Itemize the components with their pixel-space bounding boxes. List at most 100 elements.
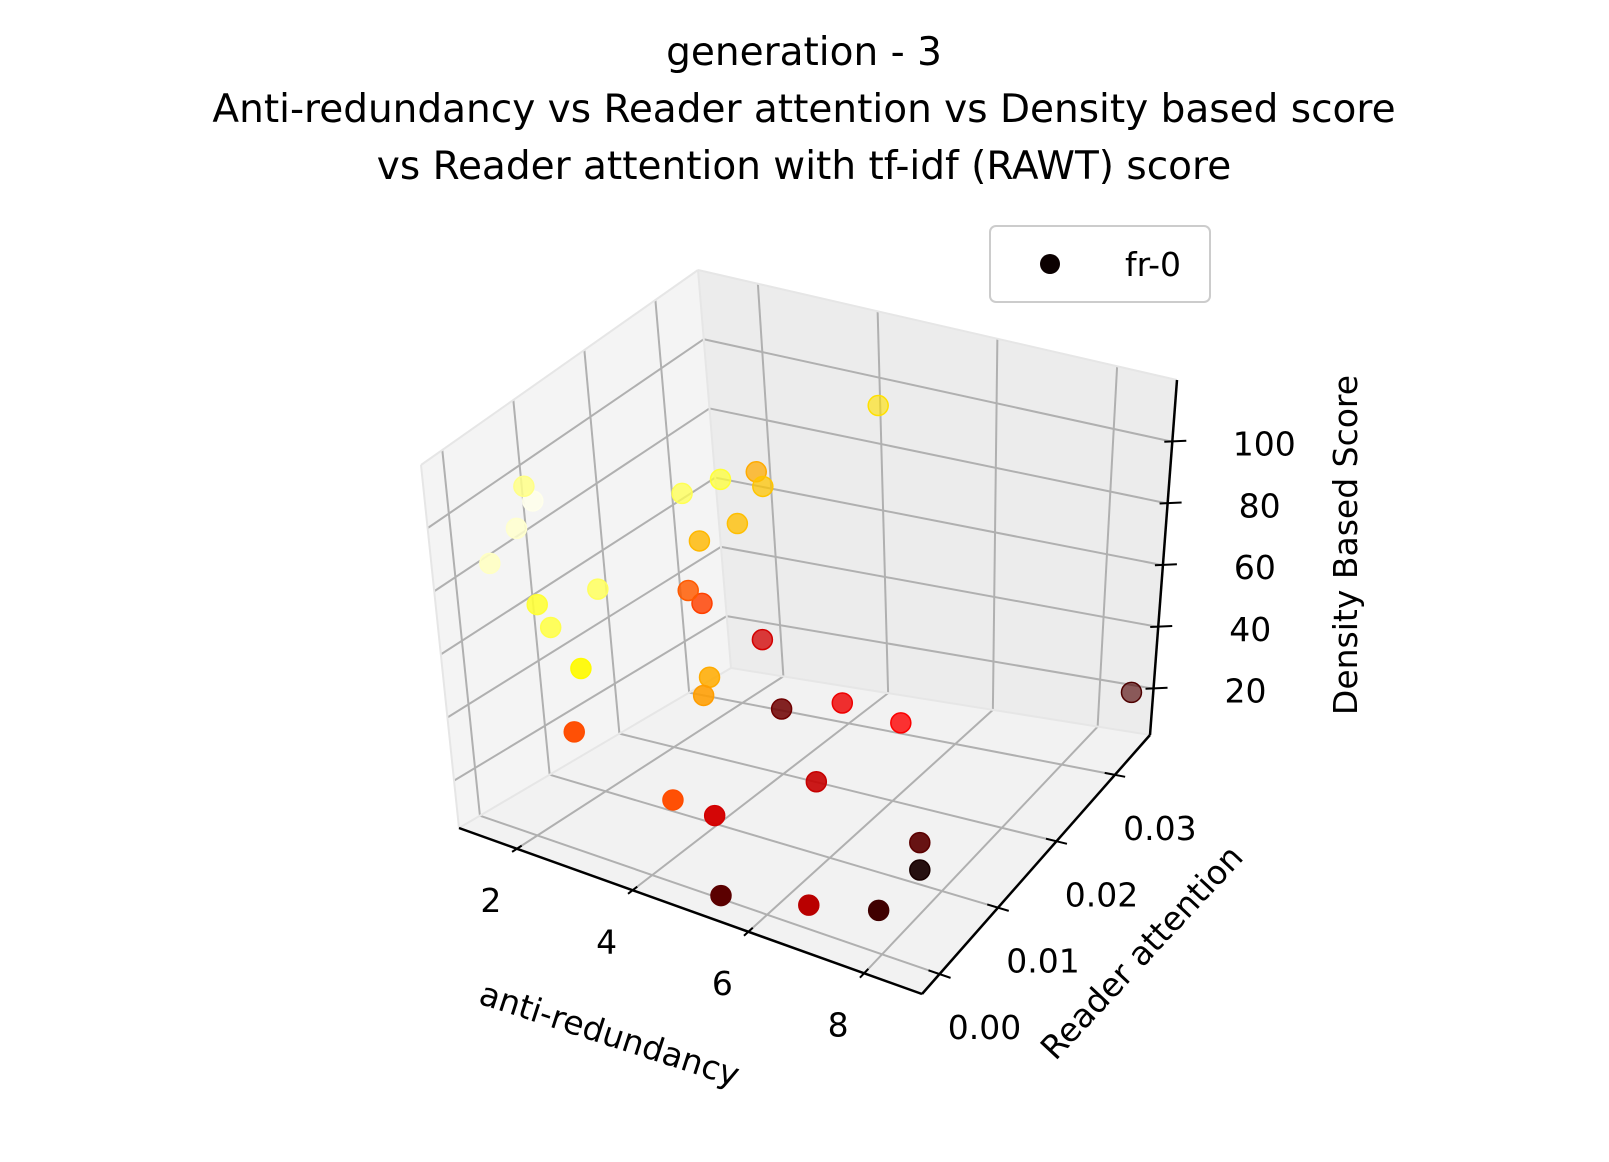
x-grid-back bbox=[991, 338, 999, 710]
y-grid-left bbox=[583, 349, 621, 734]
x-tick-label: 2 bbox=[480, 881, 501, 920]
z-grid-back bbox=[726, 615, 1154, 690]
z-grid-back bbox=[715, 476, 1164, 567]
scatter-point bbox=[867, 899, 890, 922]
pane-edge bbox=[420, 464, 460, 829]
y-axis-line bbox=[921, 734, 1151, 995]
y-tick-mark bbox=[1104, 771, 1126, 778]
x-tick-label: 6 bbox=[712, 964, 733, 1003]
pane-edge bbox=[458, 667, 732, 829]
scatter-point bbox=[539, 616, 562, 639]
z-tick-label: 20 bbox=[1225, 672, 1267, 711]
y-tick-label: 0.03 bbox=[1123, 809, 1196, 848]
scatter-point bbox=[867, 394, 889, 417]
axis-edges bbox=[420, 269, 1179, 996]
y-tick-mark bbox=[986, 903, 1010, 912]
scatter-point bbox=[703, 804, 726, 827]
z-tick-mark bbox=[1154, 563, 1177, 567]
y-tick-label: 0.01 bbox=[1006, 942, 1079, 981]
y-grid-floor bbox=[688, 691, 1116, 776]
y-grid-floor bbox=[479, 814, 940, 976]
z-grid-left bbox=[453, 615, 728, 782]
scatter-point bbox=[662, 789, 684, 811]
scatter-point bbox=[698, 666, 721, 689]
axes-panes bbox=[421, 270, 1177, 994]
legend: fr-0 bbox=[989, 225, 1211, 303]
x-axis-label: anti-redundancy bbox=[475, 974, 745, 1095]
scatter-point bbox=[688, 530, 711, 552]
scatter-point bbox=[890, 712, 912, 734]
scatter-point bbox=[1120, 681, 1143, 704]
scatter-point bbox=[805, 771, 828, 793]
z-tick-mark bbox=[1145, 686, 1168, 690]
pane-edge bbox=[697, 269, 1178, 381]
y-grid-left bbox=[512, 399, 551, 775]
z-tick-label: 60 bbox=[1234, 548, 1276, 587]
scatter-point bbox=[479, 552, 501, 575]
y-grid-floor bbox=[619, 732, 1057, 843]
x-grid-floor bbox=[632, 692, 889, 892]
scatter-point bbox=[671, 482, 693, 505]
z-grid-left bbox=[427, 338, 705, 529]
x-tick-label: 8 bbox=[828, 1005, 849, 1044]
scatter-point bbox=[526, 593, 548, 616]
chart-title-line-1: generation - 3 bbox=[666, 30, 942, 75]
legend-box bbox=[989, 225, 1211, 303]
x-grid-floor bbox=[863, 725, 1099, 974]
z-tick-label: 40 bbox=[1229, 610, 1271, 649]
scatter-point bbox=[587, 578, 609, 600]
z-tick-mark bbox=[1150, 624, 1173, 628]
x-grid-back bbox=[1096, 366, 1119, 727]
y-tick-label: 0.02 bbox=[1065, 875, 1138, 914]
x-grid-floor bbox=[516, 675, 784, 850]
left-pane bbox=[421, 270, 731, 828]
scatter-point bbox=[505, 517, 528, 540]
y-tick-mark bbox=[1045, 837, 1068, 845]
back-pane bbox=[698, 270, 1177, 735]
scatter-point bbox=[570, 657, 592, 680]
scatter-point bbox=[513, 475, 535, 498]
x-tick-mark bbox=[859, 968, 870, 979]
scatter-point bbox=[710, 884, 732, 907]
x-tick-mark bbox=[743, 927, 754, 937]
floor-pane bbox=[459, 668, 1150, 994]
pane-edge bbox=[730, 667, 1151, 736]
scatter-point bbox=[692, 684, 715, 707]
scatter-point bbox=[677, 579, 699, 602]
x-tick-label: 4 bbox=[596, 922, 617, 961]
scatter-point bbox=[726, 512, 749, 535]
scatter-point bbox=[691, 592, 713, 615]
x-axis-line bbox=[458, 826, 923, 996]
legend-marker bbox=[1040, 254, 1060, 274]
scatter-point bbox=[909, 831, 931, 854]
y-tick-label: 0.00 bbox=[948, 1008, 1021, 1047]
z-tick-label: 100 bbox=[1233, 425, 1296, 464]
z-tick-mark bbox=[1159, 501, 1182, 505]
chart-title-line-2: Anti-redundancy vs Reader attention vs D… bbox=[212, 87, 1395, 132]
x-tick-mark bbox=[511, 844, 523, 853]
chart-title-line-3: vs Reader attention with tf-idf (RAWT) s… bbox=[377, 144, 1231, 189]
y-tick-mark bbox=[928, 969, 951, 979]
y-grid-floor bbox=[549, 773, 999, 909]
z-grid-back bbox=[720, 545, 1159, 628]
z-axis-label: Density Based Score bbox=[1326, 375, 1365, 715]
z-grid-back bbox=[703, 338, 1173, 443]
z-grid-back bbox=[709, 407, 1168, 505]
legend-label-fr-0: fr-0 bbox=[1125, 245, 1181, 284]
scatter-point bbox=[798, 894, 820, 916]
grid-lines bbox=[427, 283, 1173, 976]
scatter-point bbox=[563, 721, 585, 743]
z-grid-left bbox=[446, 546, 722, 719]
pane-edge bbox=[420, 269, 699, 466]
z-axis-line bbox=[1148, 379, 1179, 736]
pane-edge bbox=[697, 269, 732, 669]
x-tick-mark bbox=[627, 885, 638, 895]
scatter-point bbox=[752, 475, 774, 498]
scatter-point bbox=[831, 692, 854, 714]
scatter-point bbox=[709, 468, 732, 491]
scatter-point bbox=[751, 628, 774, 651]
scatter-points bbox=[479, 394, 1143, 922]
z-grid-left bbox=[440, 476, 716, 656]
tick-marks: 2 4 6 8 0.00 0.01 0.02 0.03 20 40 60 80 100 bbox=[480, 425, 1295, 1047]
